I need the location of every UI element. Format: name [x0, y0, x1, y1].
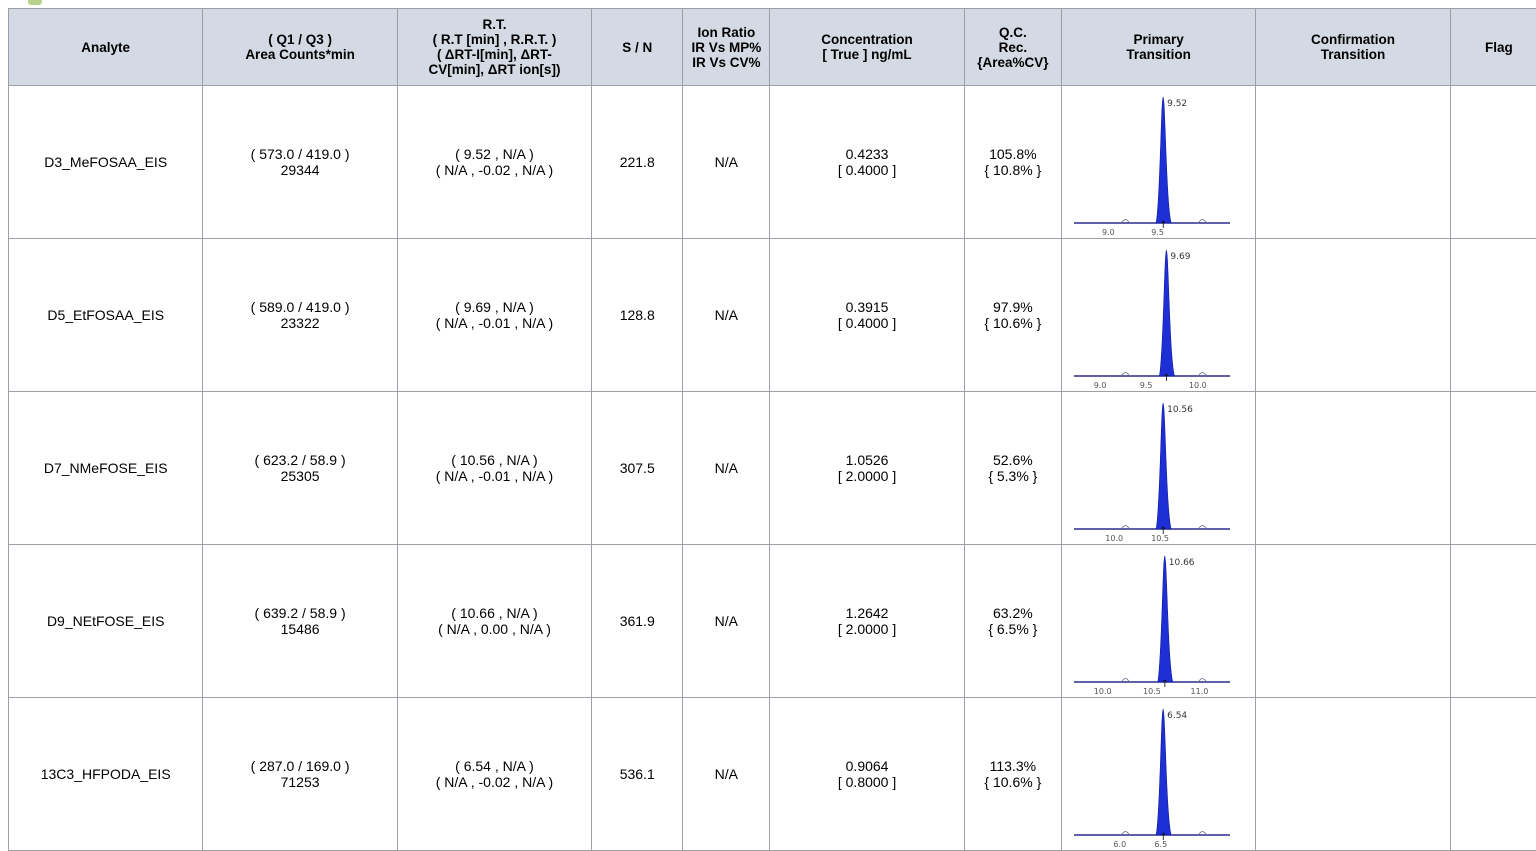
cell-primary-transition: 10.66 ↑ 10.0 10.5 11.0: [1061, 545, 1255, 698]
cell-analyte: D7_NMeFOSE_EIS: [9, 392, 203, 545]
peak-marker-icon: ↑: [1161, 679, 1169, 690]
cell-area: ( 573.0 / 419.0 )29344: [203, 86, 397, 239]
cell-concentration: 0.4233[ 0.4000 ]: [770, 86, 964, 239]
axis-tick-label: 6.0: [1113, 840, 1126, 849]
cell-retention-time: ( 10.56 , N/A )( N/A , -0.01 , N/A ): [397, 392, 591, 545]
cell-flag: [1450, 86, 1536, 239]
cell-area: ( 589.0 / 419.0 )23322: [203, 239, 397, 392]
cell-signal-noise: 536.1: [592, 698, 683, 851]
report-logo: [28, 0, 228, 8]
cell-retention-time: ( 10.66 , N/A )( N/A , 0.00 , N/A ): [397, 545, 591, 698]
results-table: Analyte ( Q1 / Q3 ) Area Counts*min R.T.…: [8, 8, 1536, 851]
cell-flag: [1450, 545, 1536, 698]
table-row: D9_NEtFOSE_EIS( 639.2 / 58.9 )15486( 10.…: [9, 545, 1536, 698]
cell-ion-ratio: N/A: [683, 86, 770, 239]
cell-qc-recovery: 105.8%{ 10.8% }: [964, 86, 1061, 239]
table-header: Analyte ( Q1 / Q3 ) Area Counts*min R.T.…: [9, 9, 1536, 86]
peak-marker-icon: ↑: [1162, 373, 1170, 384]
axis-tick-label: 11.0: [1190, 687, 1208, 696]
cell-flag: [1450, 239, 1536, 392]
cell-analyte: D9_NEtFOSE_EIS: [9, 545, 203, 698]
peak-label: 10.56: [1167, 405, 1193, 415]
cell-area: ( 639.2 / 58.9 )15486: [203, 545, 397, 698]
cell-area: ( 287.0 / 169.0 )71253: [203, 698, 397, 851]
cell-ion-ratio: N/A: [683, 239, 770, 392]
table-body: D3_MeFOSAA_EIS( 573.0 / 419.0 )29344( 9.…: [9, 86, 1536, 851]
axis-tick-label: 10.0: [1189, 381, 1207, 390]
cell-confirmation-transition: [1256, 239, 1450, 392]
cell-analyte: D5_EtFOSAA_EIS: [9, 239, 203, 392]
axis-tick-label: 9.0: [1102, 228, 1115, 237]
cell-ion-ratio: N/A: [683, 392, 770, 545]
cell-signal-noise: 221.8: [592, 86, 683, 239]
header-analyte: Analyte: [9, 9, 203, 86]
cell-signal-noise: 361.9: [592, 545, 683, 698]
axis-tick-label: 6.5: [1154, 840, 1167, 849]
chromatogram-peak: [1159, 250, 1174, 376]
axis-tick-label: 10.0: [1105, 534, 1123, 543]
header-signal-noise: S / N: [592, 9, 683, 86]
chromatogram-plot: 10.66 ↑ 10.0 10.5 11.0: [1062, 546, 1238, 696]
cell-flag: [1450, 392, 1536, 545]
cell-concentration: 1.2642[ 2.0000 ]: [770, 545, 964, 698]
cell-signal-noise: 128.8: [592, 239, 683, 392]
axis-tick-label: 9.5: [1140, 381, 1153, 390]
cell-qc-recovery: 113.3%{ 10.6% }: [964, 698, 1061, 851]
cell-analyte: D3_MeFOSAA_EIS: [9, 86, 203, 239]
header-area: ( Q1 / Q3 ) Area Counts*min: [203, 9, 397, 86]
axis-tick-label: 10.5: [1151, 534, 1169, 543]
chromatogram-peak: [1156, 709, 1171, 835]
chromatogram-peak: [1158, 556, 1173, 682]
cell-retention-time: ( 9.52 , N/A )( N/A , -0.02 , N/A ): [397, 86, 591, 239]
cell-confirmation-transition: [1256, 86, 1450, 239]
axis-tick-label: 9.0: [1094, 381, 1107, 390]
cell-qc-recovery: 52.6%{ 5.3% }: [964, 392, 1061, 545]
header-flag: Flag: [1450, 9, 1536, 86]
cell-confirmation-transition: [1256, 392, 1450, 545]
cell-confirmation-transition: [1256, 545, 1450, 698]
logo-mark-icon: [28, 0, 42, 5]
cell-signal-noise: 307.5: [592, 392, 683, 545]
table-row: D3_MeFOSAA_EIS( 573.0 / 419.0 )29344( 9.…: [9, 86, 1536, 239]
cell-analyte: 13C3_HFPODA_EIS: [9, 698, 203, 851]
axis-tick-label: 10.5: [1143, 687, 1161, 696]
table-row: 13C3_HFPODA_EIS( 287.0 / 169.0 )71253( 6…: [9, 698, 1536, 851]
cell-area: ( 623.2 / 58.9 )25305: [203, 392, 397, 545]
cell-ion-ratio: N/A: [683, 698, 770, 851]
peak-label: 9.52: [1167, 99, 1187, 109]
cell-flag: [1450, 698, 1536, 851]
cell-primary-transition: 9.69 ↑ 9.0 9.5 10.0: [1061, 239, 1255, 392]
cell-qc-recovery: 97.9%{ 10.6% }: [964, 239, 1061, 392]
chromatogram-plot: 9.69 ↑ 9.0 9.5 10.0: [1062, 240, 1238, 390]
header-retention-time: R.T. ( R.T [min] , R.R.T. ) ( ΔRT-I[min]…: [397, 9, 591, 86]
header-confirmation-transition: Confirmation Transition: [1256, 9, 1450, 86]
peak-label: 10.66: [1169, 558, 1195, 568]
cell-ion-ratio: N/A: [683, 545, 770, 698]
peak-label: 9.69: [1170, 252, 1190, 262]
cell-concentration: 0.9064[ 0.8000 ]: [770, 698, 964, 851]
cell-qc-recovery: 63.2%{ 6.5% }: [964, 545, 1061, 698]
table-row: D5_EtFOSAA_EIS( 589.0 / 419.0 )23322( 9.…: [9, 239, 1536, 392]
cell-concentration: 1.0526[ 2.0000 ]: [770, 392, 964, 545]
axis-tick-label: 10.0: [1094, 687, 1112, 696]
chromatogram-peak: [1156, 403, 1171, 529]
header-qc-recovery: Q.C. Rec. {Area%CV}: [964, 9, 1061, 86]
peak-label: 6.54: [1167, 711, 1187, 721]
cell-concentration: 0.3915[ 0.4000 ]: [770, 239, 964, 392]
cell-retention-time: ( 9.69 , N/A )( N/A , -0.01 , N/A ): [397, 239, 591, 392]
header-concentration: Concentration [ True ] ng/mL: [770, 9, 964, 86]
cell-retention-time: ( 6.54 , N/A )( N/A , -0.02 , N/A ): [397, 698, 591, 851]
table-row: D7_NMeFOSE_EIS( 623.2 / 58.9 )25305( 10.…: [9, 392, 1536, 545]
chromatogram-peak: [1156, 97, 1171, 223]
cell-confirmation-transition: [1256, 698, 1450, 851]
header-primary-transition: Primary Transition: [1061, 9, 1255, 86]
axis-tick-label: 9.5: [1151, 228, 1164, 237]
header-ion-ratio: Ion Ratio IR Vs MP% IR Vs CV%: [683, 9, 770, 86]
